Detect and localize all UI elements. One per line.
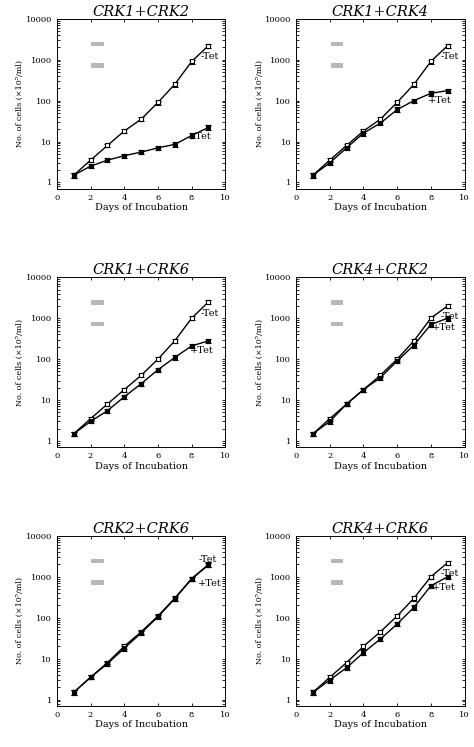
Y-axis label: No. of cells (×10⁵/ml): No. of cells (×10⁵/ml)	[255, 61, 264, 147]
Text: +Tet: +Tet	[432, 583, 456, 592]
Text: +Tet: +Tet	[199, 579, 222, 588]
Text: +Tet: +Tet	[428, 96, 451, 105]
Text: +Tet: +Tet	[188, 132, 212, 141]
Y-axis label: No. of cells (×10⁵/ml): No. of cells (×10⁵/ml)	[16, 577, 24, 664]
Title: CRK4+CRK6: CRK4+CRK6	[332, 522, 429, 536]
Text: -Tet: -Tet	[440, 569, 458, 578]
Text: -Tet: -Tet	[201, 52, 219, 61]
Title: CRK1+CRK6: CRK1+CRK6	[92, 263, 190, 277]
Title: CRK2+CRK6: CRK2+CRK6	[92, 522, 190, 536]
Title: CRK1+CRK4: CRK1+CRK4	[332, 4, 429, 19]
Text: +Tet: +Tet	[190, 347, 214, 356]
Y-axis label: No. of cells (×10⁵/ml): No. of cells (×10⁵/ml)	[255, 577, 264, 664]
Title: CRK4+CRK2: CRK4+CRK2	[332, 263, 429, 277]
Y-axis label: No. of cells (×10⁵/ml): No. of cells (×10⁵/ml)	[16, 319, 24, 406]
X-axis label: Days of Incubation: Days of Incubation	[334, 720, 427, 729]
X-axis label: Days of Incubation: Days of Incubation	[334, 462, 427, 471]
Text: +Tet: +Tet	[432, 323, 456, 332]
X-axis label: Days of Incubation: Days of Incubation	[334, 203, 427, 212]
X-axis label: Days of Incubation: Days of Incubation	[95, 720, 188, 729]
X-axis label: Days of Incubation: Days of Incubation	[95, 203, 188, 212]
Y-axis label: No. of cells (×10⁵/ml): No. of cells (×10⁵/ml)	[255, 319, 264, 406]
Text: -Tet: -Tet	[440, 312, 458, 321]
X-axis label: Days of Incubation: Days of Incubation	[95, 462, 188, 471]
Title: CRK1+CRK2: CRK1+CRK2	[92, 4, 190, 19]
Text: -Tet: -Tet	[440, 52, 458, 61]
Text: -Tet: -Tet	[199, 555, 217, 564]
Text: -Tet: -Tet	[201, 309, 219, 318]
Y-axis label: No. of cells (×10⁵/ml): No. of cells (×10⁵/ml)	[16, 61, 24, 147]
